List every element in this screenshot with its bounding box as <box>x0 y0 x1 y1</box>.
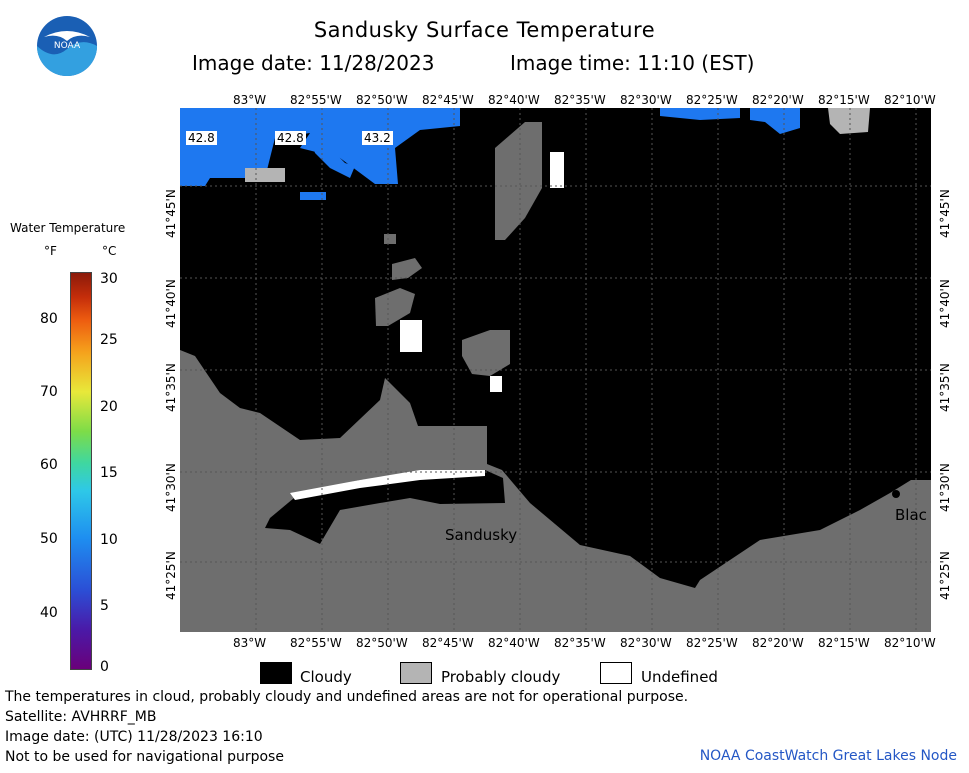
utc-date-text: Image date: (UTC) 11/28/2023 16:10 <box>5 729 263 745</box>
lon-label: 82°40'W <box>488 636 540 650</box>
lat-label: 41°45'N <box>164 189 178 238</box>
c-tick: 15 <box>100 465 118 481</box>
f-tick: 60 <box>40 457 58 473</box>
colorbar-unit-c: °C <box>102 244 117 258</box>
colorbar-title: Water Temperature <box>10 221 126 235</box>
legend-label-probably-cloudy: Probably cloudy <box>441 668 561 686</box>
temperature-label: 42.8 <box>186 131 217 145</box>
f-tick: 80 <box>40 311 58 327</box>
probably-cloudy-area <box>828 108 870 134</box>
node-text: NOAA CoastWatch Great Lakes Node <box>699 748 957 764</box>
c-tick: 10 <box>100 532 118 548</box>
c-tick: 20 <box>100 399 118 415</box>
lon-label: 82°15'W <box>818 93 870 107</box>
lon-label: 82°55'W <box>290 636 342 650</box>
city-label: Sandusky <box>445 526 518 544</box>
lon-label: 82°50'W <box>356 636 408 650</box>
water-temp-area <box>310 138 355 178</box>
probably-cloudy-area <box>245 168 285 182</box>
lat-label: 41°40'N <box>938 279 952 328</box>
image-time: Image time: 11:10 (EST) <box>510 51 755 75</box>
undefined-area <box>290 470 485 500</box>
c-tick: 25 <box>100 332 118 348</box>
lat-label: 41°35'N <box>938 363 952 412</box>
noaa-logo-icon: NOAA <box>36 15 98 77</box>
island <box>384 234 396 244</box>
undefined-area <box>490 376 502 392</box>
c-tick: 30 <box>100 271 118 287</box>
lat-label: 41°35'N <box>164 363 178 412</box>
lon-label: 82°45'W <box>422 636 474 650</box>
island <box>392 258 422 280</box>
lat-label: 41°40'N <box>164 279 178 328</box>
f-tick: 70 <box>40 384 58 400</box>
c-tick: 0 <box>100 659 109 675</box>
land-area <box>180 350 931 632</box>
c-tick: 5 <box>100 598 109 614</box>
lon-label: 82°50'W <box>356 93 408 107</box>
disclaimer-text: The temperatures in cloud, probably clou… <box>5 689 689 705</box>
undefined-area <box>550 152 564 188</box>
water-temp-area <box>660 108 740 120</box>
undefined-area <box>400 320 422 352</box>
lat-label: 41°25'N <box>938 551 952 600</box>
satellite-text: Satellite: AVHRRF_MB <box>5 709 157 725</box>
lon-label: 83°W <box>233 636 267 650</box>
lon-label: 82°45'W <box>422 93 474 107</box>
lon-label: 82°35'W <box>554 93 606 107</box>
lon-label: 82°20'W <box>752 636 804 650</box>
colorbar-unit-f: °F <box>44 244 57 258</box>
temperature-label: 43.2 <box>362 131 393 145</box>
temperature-label: 42.8 <box>275 131 306 145</box>
nav-warning-text: Not to be used for navigational purpose <box>5 749 284 765</box>
lon-label: 82°25'W <box>686 636 738 650</box>
temperature-map <box>180 108 931 632</box>
lon-label: 82°15'W <box>818 636 870 650</box>
water-temp-area <box>750 108 800 134</box>
legend-swatch-undefined <box>600 662 632 684</box>
legend-swatch-probably-cloudy <box>400 662 432 684</box>
lon-label: 82°30'W <box>620 636 672 650</box>
water-temp-area <box>300 192 326 200</box>
lon-label: 82°35'W <box>554 636 606 650</box>
city-marker-icon <box>892 490 900 498</box>
image-date: Image date: 11/28/2023 <box>192 51 435 75</box>
lat-label: 41°45'N <box>938 189 952 238</box>
f-tick: 50 <box>40 531 58 547</box>
lon-label: 82°40'W <box>488 93 540 107</box>
lon-label: 82°10'W <box>884 93 936 107</box>
graticule <box>180 108 931 632</box>
legend-label-undefined: Undefined <box>641 668 718 686</box>
f-tick: 40 <box>40 605 58 621</box>
lon-label: 82°20'W <box>752 93 804 107</box>
lon-label: 83°W <box>233 93 267 107</box>
map-title: Sandusky Surface Temperature <box>313 18 656 42</box>
lon-label: 82°30'W <box>620 93 672 107</box>
colorbar <box>70 272 92 670</box>
lat-label: 41°30'N <box>938 463 952 512</box>
legend-swatch-cloudy <box>260 662 292 684</box>
logo-text: NOAA <box>54 41 81 51</box>
city-label: Blac <box>895 506 927 524</box>
lon-label: 82°10'W <box>884 636 936 650</box>
island <box>375 288 415 326</box>
lat-label: 41°30'N <box>164 463 178 512</box>
lon-label: 82°55'W <box>290 93 342 107</box>
legend-label-cloudy: Cloudy <box>300 668 352 686</box>
island <box>462 330 510 376</box>
lat-label: 41°25'N <box>164 551 178 600</box>
lon-label: 82°25'W <box>686 93 738 107</box>
island <box>495 122 542 240</box>
